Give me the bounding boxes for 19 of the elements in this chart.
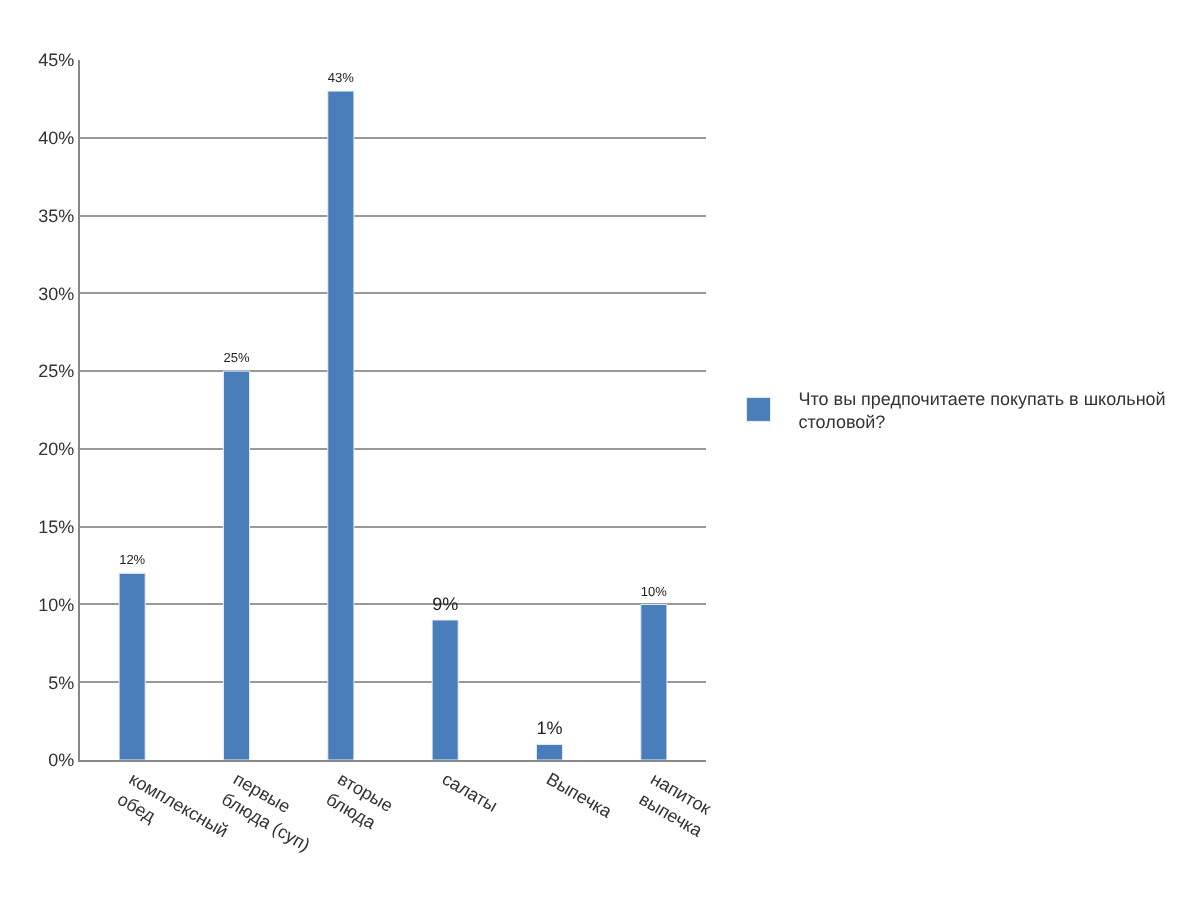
bar — [222, 370, 251, 760]
bar — [535, 743, 564, 760]
y-tick-label: 0% — [48, 750, 75, 771]
y-tick-label: 35% — [38, 205, 75, 226]
bar — [431, 619, 459, 760]
y-tick-label: 25% — [38, 361, 75, 382]
y-tick-label: 5% — [48, 672, 75, 693]
y-tick-label: 15% — [38, 516, 75, 537]
bar — [640, 603, 668, 760]
y-tick-label: 45% — [38, 50, 75, 71]
y-tick-label: 20% — [38, 439, 75, 460]
y-tick-label: 30% — [38, 283, 75, 304]
legend-label: Что вы предпочитаете покупать в школьной столовой? — [798, 388, 1166, 433]
y-tick-label: 40% — [38, 128, 75, 149]
bar — [327, 90, 355, 760]
y-tick-label: 10% — [38, 594, 75, 615]
bar — [118, 572, 146, 760]
data-label: 1% — [536, 718, 563, 739]
data-label: 9% — [432, 594, 459, 614]
